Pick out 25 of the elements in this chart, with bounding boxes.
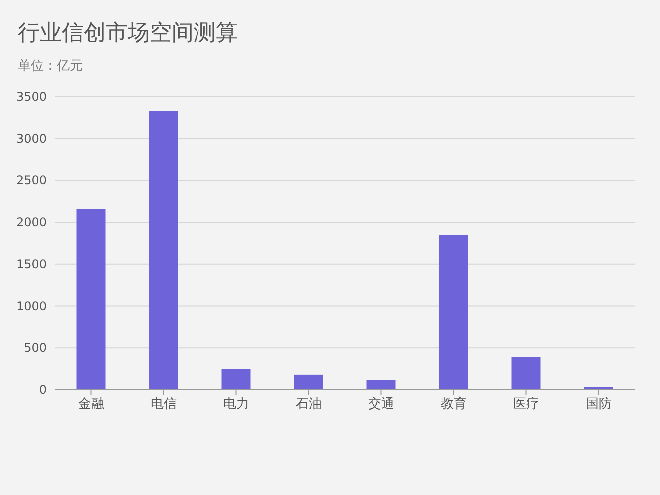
x-tick-label: 医疗 (513, 397, 540, 412)
bar (294, 374, 324, 390)
bar (222, 369, 251, 390)
y-tick-label: 3000 (16, 132, 47, 146)
x-tick-label: 电信 (150, 397, 177, 412)
chart-subtitle: 单位：亿元 (18, 59, 83, 74)
bar (439, 235, 468, 390)
x-tick-label: 国防 (586, 397, 612, 412)
bar (149, 111, 178, 390)
bar (512, 357, 541, 390)
x-tick-label: 石油 (296, 397, 322, 412)
x-tick-label: 金融 (78, 397, 104, 412)
y-tick-label: 3500 (16, 90, 47, 104)
y-tick-label: 2500 (16, 174, 47, 188)
y-tick-label: 500 (24, 341, 47, 356)
y-tick-label: 1500 (16, 257, 47, 272)
y-tick-label: 0 (39, 383, 47, 397)
x-tick-label: 交通 (368, 396, 394, 412)
chart-title: 行业信创市场空间测算 (18, 21, 238, 46)
bar (76, 209, 106, 390)
bar (366, 380, 396, 390)
y-tick-label: 1000 (16, 299, 47, 314)
y-tick-label: 2000 (16, 216, 47, 230)
x-tick-label: 教育 (440, 396, 467, 412)
x-tick-label: 电力 (223, 397, 250, 412)
